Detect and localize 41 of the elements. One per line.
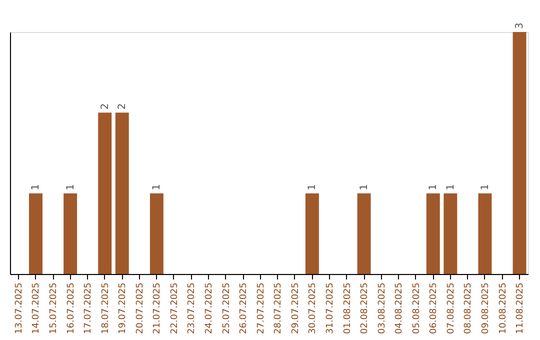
x-tick-label: 28.07.2025 [274, 282, 284, 334]
x-tick-label: 23.07.2025 [187, 282, 198, 334]
x-tick-label: 16.07.2025 [66, 282, 76, 334]
x-tick-label: 19.07.2025 [118, 282, 128, 334]
data-label: 3 [514, 22, 526, 29]
x-tick-label: 20.07.2025 [135, 282, 146, 334]
data-label: 1 [307, 184, 318, 190]
x-tick-label: 22.07.2025 [170, 282, 180, 334]
x-tick-label: 18.07.2025 [100, 282, 111, 334]
x-tick-label: 31.07.2025 [325, 282, 336, 334]
data-label: 1 [480, 184, 491, 190]
data-label: 1 [65, 184, 76, 190]
x-tick-label: 25.07.2025 [222, 282, 232, 334]
data-label: 2 [100, 103, 111, 110]
x-tick-label: 21.07.2025 [152, 282, 163, 334]
data-label: 1 [428, 184, 440, 190]
data-label: 1 [359, 184, 370, 190]
x-tick-label: 09.08.2025 [480, 282, 491, 334]
x-tick-label: 03.08.2025 [377, 282, 388, 334]
x-tick-label: 26.07.2025 [239, 282, 250, 334]
x-tick-label: 17.07.2025 [84, 282, 94, 334]
x-tick-label: 14.07.2025 [32, 282, 42, 334]
x-tick-label: 02.08.2025 [360, 282, 370, 334]
x-tick-label: 29.07.2025 [290, 282, 301, 334]
x-tick-label: 30.07.2025 [308, 282, 318, 334]
x-tick-label: 13.07.2025 [14, 282, 24, 334]
x-tick-label: 04.08.2025 [394, 282, 405, 334]
x-tick-label: 10.08.2025 [498, 282, 508, 334]
data-label: 1 [30, 184, 42, 190]
x-tick-label: 07.08.2025 [446, 282, 456, 334]
x-tick-label: 06.08.2025 [429, 282, 440, 334]
x-tick-label: 01.08.2025 [342, 282, 353, 334]
x-tick-label: 11.08.2025 [516, 282, 526, 334]
data-label: 2 [117, 103, 128, 110]
data-label: 1 [445, 184, 456, 190]
x-tick-label: 15.07.2025 [49, 282, 60, 334]
x-tick-label: 08.08.2025 [464, 282, 474, 334]
x-tick-label: 05.08.2025 [412, 282, 422, 334]
x-tick-label: 24.07.2025 [204, 282, 215, 334]
x-tick-label: 27.07.2025 [256, 282, 266, 334]
data-label: 1 [152, 184, 163, 190]
